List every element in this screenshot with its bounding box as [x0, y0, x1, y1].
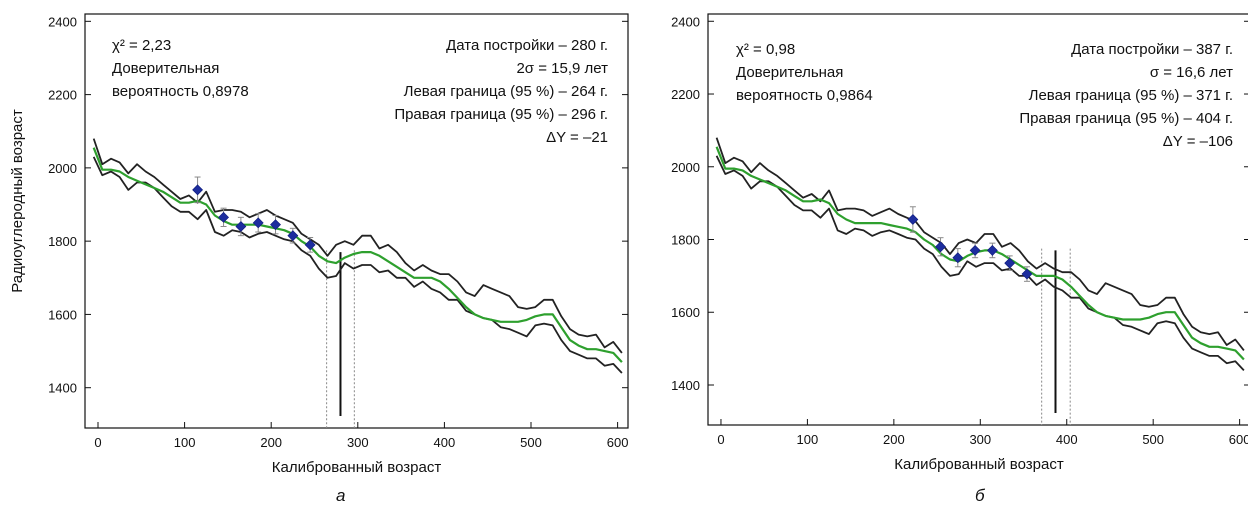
x-tick-label: 0: [717, 432, 724, 447]
x-tick-label: 300: [347, 435, 369, 450]
x-tick-label: 500: [520, 435, 542, 450]
plot-frame: [84, 13, 629, 429]
y-tick-label: 2400: [48, 14, 77, 29]
x-tick-label: 600: [1229, 432, 1248, 447]
annotation-left: Доверительная: [736, 64, 843, 81]
x-tick-label: 400: [434, 435, 456, 450]
x-tick-label: 600: [607, 435, 629, 450]
y-tick-label: 1400: [48, 381, 77, 396]
series-calibration-upper: [92, 138, 623, 354]
plot-frame: [707, 13, 1248, 426]
plot-area: [92, 138, 623, 428]
sample-point: [935, 241, 946, 253]
annotation-right: Левая граница (95 %) – 371 г.: [1029, 87, 1233, 104]
sample-point: [270, 219, 281, 231]
x-tick-label: 200: [883, 432, 905, 447]
y-tick-label: 1800: [671, 233, 700, 248]
annotation-right: ΔY = –21: [546, 129, 608, 146]
y-tick-label: 2000: [671, 160, 700, 175]
annotation-right: ΔY = –106: [1163, 133, 1233, 150]
sample-point: [907, 214, 919, 225]
sample-point: [287, 230, 299, 242]
annotation-right: Дата постройки – 280 г.: [446, 37, 608, 54]
sample-point: [1021, 268, 1033, 280]
y-tick-label: 1800: [48, 234, 77, 249]
chart-panel-b: 1400 1600 1800 2000 2200 2400 0 100 200 300 400 500…: [630, 0, 1248, 507]
x-tick-label: 100: [797, 432, 819, 447]
y-axis-label: Радиоуглеродный возраст: [9, 109, 26, 293]
series-calibration-upper: [715, 137, 1245, 351]
sample-point: [252, 217, 264, 229]
annotation-right: Дата постройки – 387 г.: [1071, 41, 1233, 58]
x-tick-label: 200: [260, 435, 282, 450]
x-axis-label: Калиброванный возраст: [272, 459, 442, 476]
annotation-right: Правая граница (95 %) – 296 г.: [394, 106, 608, 123]
sample-point: [986, 244, 998, 256]
series-calibration-mean: [715, 146, 1245, 361]
y-tick-label: 1400: [671, 378, 700, 393]
sample-point: [304, 239, 316, 251]
sample-point: [218, 211, 229, 223]
series-calibration-lower: [92, 156, 623, 374]
subfigure-label-b: б: [975, 486, 985, 505]
series-calibration-mean: [92, 147, 623, 363]
series-calibration-lower: [715, 155, 1245, 372]
annotation-left: вероятность 0,9864: [736, 87, 873, 104]
y-tick-label: 1600: [671, 305, 700, 320]
x-axis-label: Калиброванный возраст: [894, 456, 1064, 473]
annotation-right: σ = 16,6 лет: [1150, 64, 1233, 81]
y-tick-label: 2200: [48, 88, 77, 103]
subfigure-label-a: а: [336, 486, 346, 505]
chart-b-svg: 1400 1600 1800 2000 2200 2400 0 100 200 300 400 500…: [671, 13, 1248, 473]
annotation-right: Правая граница (95 %) – 404 г.: [1019, 110, 1233, 127]
sample-point: [952, 252, 964, 264]
annotation-left: Доверительная: [112, 60, 219, 77]
chart-panel-a: 1400 1600 1800 2000 2200 2400 0 100 200 300 400 500…: [9, 13, 629, 505]
sample-point: [1004, 257, 1016, 269]
x-tick-label: 400: [1056, 432, 1078, 447]
sample-point: [192, 184, 204, 196]
y-tick-label: 2000: [48, 161, 77, 176]
x-tick-label: 0: [94, 435, 101, 450]
annotation-left: χ² = 0,98: [736, 41, 795, 58]
sample-point: [969, 244, 981, 256]
sample-point: [235, 221, 247, 232]
annotation-right: 2σ = 15,9 лет: [516, 60, 608, 77]
y-tick-label: 2200: [671, 87, 700, 102]
annotation-left: вероятность 0,8978: [112, 83, 249, 100]
x-tick-label: 100: [174, 435, 196, 450]
annotation-left: χ² = 2,23: [112, 37, 171, 54]
annotation-right: Левая граница (95 %) – 264 г.: [404, 83, 608, 100]
y-tick-label: 1600: [48, 307, 77, 322]
chart-a-svg: 1400 1600 1800 2000 2200 2400 0 100 200 300 400 500…: [9, 13, 629, 476]
plot-area: [715, 137, 1245, 425]
y-tick-label: 2400: [671, 14, 700, 29]
x-tick-label: 300: [969, 432, 991, 447]
x-tick-label: 500: [1142, 432, 1164, 447]
